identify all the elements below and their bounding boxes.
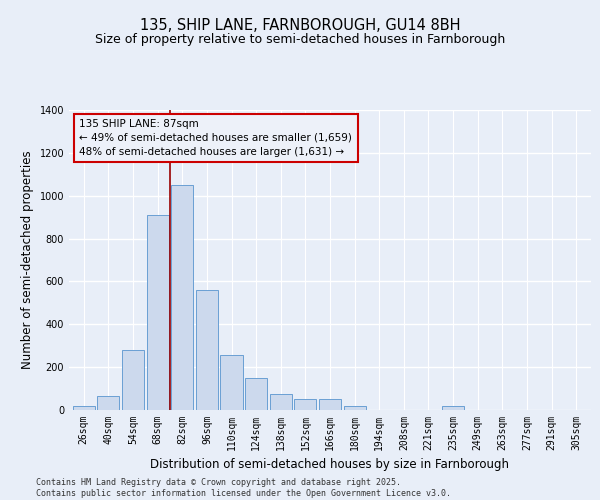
Bar — [344, 406, 366, 410]
Bar — [97, 396, 119, 410]
Bar — [196, 290, 218, 410]
Y-axis label: Number of semi-detached properties: Number of semi-detached properties — [21, 150, 34, 370]
Bar — [122, 350, 144, 410]
Bar — [269, 394, 292, 410]
Text: Size of property relative to semi-detached houses in Farnborough: Size of property relative to semi-detach… — [95, 32, 505, 46]
Bar — [245, 378, 267, 410]
Text: 135, SHIP LANE, FARNBOROUGH, GU14 8BH: 135, SHIP LANE, FARNBOROUGH, GU14 8BH — [140, 18, 460, 32]
Bar — [146, 215, 169, 410]
Bar — [442, 406, 464, 410]
Text: 135 SHIP LANE: 87sqm
← 49% of semi-detached houses are smaller (1,659)
48% of se: 135 SHIP LANE: 87sqm ← 49% of semi-detac… — [79, 119, 352, 157]
Text: Contains HM Land Registry data © Crown copyright and database right 2025.
Contai: Contains HM Land Registry data © Crown c… — [36, 478, 451, 498]
Bar — [294, 400, 316, 410]
Bar — [73, 406, 95, 410]
Bar — [220, 356, 242, 410]
X-axis label: Distribution of semi-detached houses by size in Farnborough: Distribution of semi-detached houses by … — [151, 458, 509, 471]
Bar — [171, 185, 193, 410]
Bar — [319, 400, 341, 410]
